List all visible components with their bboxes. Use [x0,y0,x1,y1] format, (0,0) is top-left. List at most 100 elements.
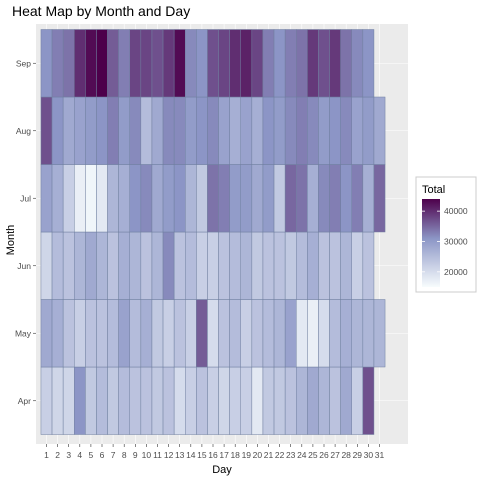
y-tick-label: May [15,328,32,338]
x-tick-label: 2 [55,450,60,460]
heatmap-cell-may-18 [230,300,241,368]
heatmap-cell-jul-12 [163,165,174,233]
x-tick-label: 14 [186,450,196,460]
heatmap-cell-sep-3 [63,30,74,98]
heatmap-cell-apr-19 [241,367,252,435]
heatmap-cell-apr-10 [141,367,152,435]
x-tick-label: 7 [111,450,116,460]
x-tick-label: 1 [44,450,49,460]
heatmap-cell-may-21 [263,300,274,368]
heatmap-cell-aug-8 [119,97,130,165]
heatmap-cell-may-11 [152,300,163,368]
heatmap-cell-jun-27 [330,232,341,300]
heatmap-cell-jul-6 [96,165,107,233]
heatmap-cell-jul-10 [141,165,152,233]
heatmap-cells [41,30,385,435]
heatmap-cell-aug-29 [352,97,363,165]
heatmap-cell-jul-27 [330,165,341,233]
heatmap-cell-aug-19 [241,97,252,165]
heatmap-cell-sep-4 [74,30,85,98]
heatmap-cell-may-9 [130,300,141,368]
y-tick-label: Aug [16,126,31,136]
heatmap-cell-may-4 [74,300,85,368]
heatmap-cell-aug-14 [185,97,196,165]
heatmap-cell-aug-28 [341,97,352,165]
heatmap-cell-may-15 [196,300,207,368]
x-tick-label: 23 [286,450,296,460]
heatmap-cell-aug-4 [74,97,85,165]
x-tick-label: 3 [66,450,71,460]
heatmap-cell-aug-15 [196,97,207,165]
heatmap-cell-jul-20 [252,165,263,233]
heatmap-cell-may-19 [241,300,252,368]
heatmap-cell-aug-9 [130,97,141,165]
x-tick-label: 16 [208,450,218,460]
heatmap-cell-sep-5 [85,30,96,98]
heatmap-cell-aug-20 [252,97,263,165]
heatmap-cell-apr-22 [274,367,285,435]
y-axis-title: Month [5,225,17,256]
heatmap-cell-apr-1 [41,367,52,435]
x-tick-label: 9 [133,450,138,460]
x-axis-title: Day [212,464,232,476]
heatmap-cell-jul-15 [196,165,207,233]
heatmap-cell-aug-27 [330,97,341,165]
x-tick-label: 29 [353,450,363,460]
heatmap-cell-apr-15 [196,367,207,435]
chart-title: Heat Map by Month and Day [12,3,190,19]
heatmap-cell-may-8 [119,300,130,368]
heatmap-cell-sep-22 [274,30,285,98]
heatmap-cell-jun-4 [74,232,85,300]
x-tick-label: 26 [319,450,329,460]
legend: Total 20000 30000 40000 [416,177,476,292]
heatmap-cell-may-10 [141,300,152,368]
heatmap-cell-may-3 [63,300,74,368]
heatmap-cell-may-26 [318,300,329,368]
heatmap-cell-apr-4 [74,367,85,435]
heatmap-cell-apr-27 [330,367,341,435]
heatmap-cell-jul-29 [352,165,363,233]
heatmap-cell-apr-13 [174,367,185,435]
x-tick-label: 15 [197,450,207,460]
heatmap-cell-may-5 [85,300,96,368]
heatmap-cell-jun-20 [252,232,263,300]
x-tick-label: 28 [341,450,351,460]
heatmap-cell-aug-11 [152,97,163,165]
heatmap-cell-jun-6 [96,232,107,300]
legend-title: Total [422,184,445,196]
heatmap-cell-apr-7 [108,367,119,435]
heatmap-cell-aug-25 [307,97,318,165]
heatmap-cell-may-27 [330,300,341,368]
heatmap-cell-may-1 [41,300,52,368]
heatmap-cell-aug-26 [318,97,329,165]
heatmap-cell-sep-18 [230,30,241,98]
heatmap-cell-may-7 [108,300,119,368]
heatmap-cell-aug-3 [63,97,74,165]
heatmap-cell-jul-14 [185,165,196,233]
heatmap-cell-apr-14 [185,367,196,435]
heatmap-cell-jun-11 [152,232,163,300]
heatmap-cell-jun-3 [63,232,74,300]
heatmap-cell-aug-6 [96,97,107,165]
y-axis-ticks: AprMayJunJulAugSep [15,58,36,406]
heatmap-cell-jun-26 [318,232,329,300]
heatmap-cell-apr-6 [96,367,107,435]
heatmap-cell-aug-23 [285,97,296,165]
heatmap-cell-may-17 [219,300,230,368]
heatmap-cell-jun-17 [219,232,230,300]
x-tick-label: 5 [89,450,94,460]
heatmap-cell-apr-8 [119,367,130,435]
x-tick-label: 27 [330,450,340,460]
heatmap-cell-jun-15 [196,232,207,300]
heatmap-cell-may-24 [296,300,307,368]
heatmap-cell-jul-1 [41,165,52,233]
heatmap-cell-jun-25 [307,232,318,300]
heatmap-cell-jul-26 [318,165,329,233]
heatmap-cell-may-14 [185,300,196,368]
heatmap-cell-jun-7 [108,232,119,300]
heatmap-cell-apr-25 [307,367,318,435]
x-axis-ticks: 1 2 3 4 5 6 7 8 9 10 11 12 13 14 15 16 17 18 19 20 21 22 23 24 2… [44,444,384,460]
heatmap-cell-jul-21 [263,165,274,233]
heatmap-cell-apr-17 [219,367,230,435]
heatmap-cell-aug-17 [219,97,230,165]
